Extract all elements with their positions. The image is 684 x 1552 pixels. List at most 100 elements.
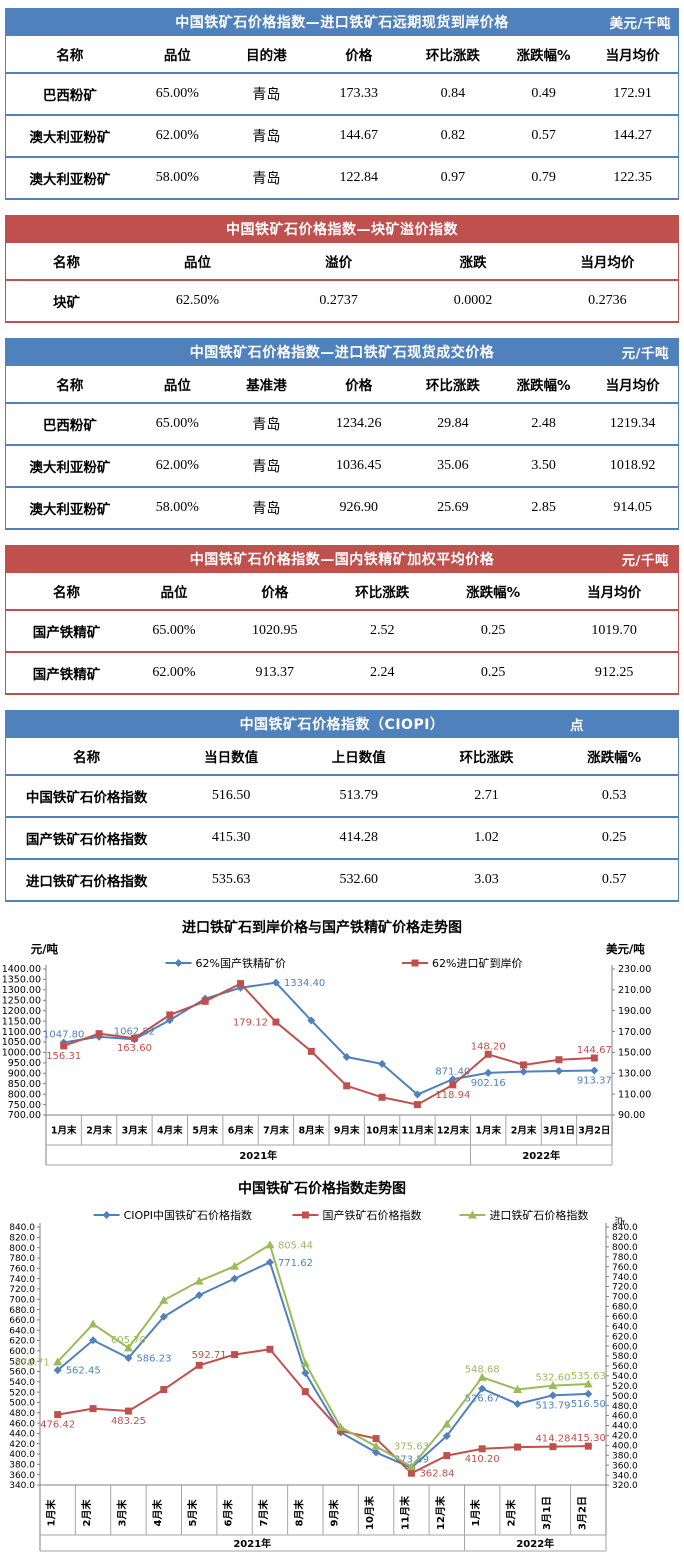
row-name: 国产铁精矿 — [32, 625, 101, 641]
square-marker — [590, 1054, 598, 1062]
right-tick-label: 110.00 — [618, 1089, 651, 1100]
column-header: 名称 — [56, 48, 84, 64]
column-header: 当月均价 — [580, 255, 635, 271]
triangle-marker — [265, 1240, 275, 1249]
price-table-5: 中国铁矿石价格指数（CIOPI） 点名称 当日数值 上日数值 环比涨跌 涨跌幅% 中国铁矿石… — [5, 710, 679, 902]
triangle-marker — [548, 1381, 558, 1390]
x-axis-label: 3月1日 — [541, 1496, 553, 1530]
column-header: 基准港 — [246, 378, 287, 394]
diamond-marker — [590, 1066, 599, 1075]
table-header-row: 名称 品位 溢价 涨跌 当月均价 — [6, 243, 678, 280]
square-marker — [195, 1361, 203, 1369]
data-label: 179.12 — [233, 1018, 268, 1029]
cell-value: 415.30 — [211, 830, 251, 845]
cell-value: 0.79 — [531, 170, 556, 185]
cell-value: 122.84 — [339, 170, 379, 185]
left-tick-label: 400.0 — [9, 1450, 35, 1460]
column-header: 上日数值 — [331, 750, 386, 766]
cell-value: 0.97 — [440, 170, 466, 185]
triangle-marker — [230, 1261, 240, 1270]
table-header-row: 名称 品位 基准港 价格 环比涨跌 涨跌幅% 当月均价 — [6, 366, 678, 403]
diamond-marker — [165, 1016, 174, 1025]
right-tick-label: 170.00 — [618, 1027, 651, 1038]
diamond-marker — [53, 1366, 62, 1375]
left-tick-label: 760.0 — [9, 1264, 35, 1274]
cell-value: 青岛 — [252, 502, 281, 517]
left-tick-label: 520.0 — [9, 1388, 35, 1398]
chart-title: 中国铁矿石价格指数走势图 — [238, 1180, 406, 1197]
table-header-row: 名称 品位 价格 环比涨跌 涨跌幅% 当月均价 — [6, 573, 678, 610]
cell-value: 0.57 — [531, 128, 556, 143]
cell-value: 62.00% — [155, 458, 199, 473]
left-tick-label: 700.0 — [9, 1295, 35, 1305]
column-header: 名称 — [73, 750, 101, 766]
cell-value: 58.00% — [155, 500, 199, 515]
data-label: 548.68 — [465, 1364, 500, 1375]
triangle-marker — [371, 1441, 381, 1450]
right-tick-label: 420.0 — [612, 1432, 638, 1442]
x-axis-label: 8月末 — [299, 1125, 325, 1137]
table-row: 澳大利亚粉矿 58.00% 青岛 122.84 0.97 0.79 122.35 — [6, 157, 678, 198]
legend-label: 62%进口矿到岸价 — [432, 957, 522, 970]
x-axis-label: 5月末 — [192, 1125, 218, 1137]
diamond-marker — [236, 983, 245, 992]
cell-value: 0.82 — [440, 128, 466, 143]
x-axis-label: 9月末 — [328, 1499, 341, 1527]
cell-value: 144.67 — [339, 128, 379, 143]
x-axis-label: 1月末 — [45, 1499, 58, 1527]
cell-value: 0.0002 — [453, 293, 493, 308]
square-marker — [272, 1018, 280, 1026]
triangle-marker — [123, 1343, 133, 1352]
table-title: 中国铁矿石价格指数—进口铁矿石现货成交价格 元/千吨 — [5, 338, 679, 366]
column-header: 价格 — [345, 378, 373, 394]
cell-value: 65.00% — [155, 86, 199, 101]
square-marker — [231, 1351, 239, 1359]
cell-value: 144.27 — [613, 128, 652, 143]
left-tick-label: 1000.00 — [2, 1048, 41, 1059]
square-marker — [160, 1386, 168, 1394]
right-tick-label: 90.00 — [618, 1110, 645, 1121]
cell-value: 912.25 — [594, 665, 634, 680]
cell-value: 青岛 — [252, 460, 281, 475]
cell-value: 1019.70 — [591, 623, 637, 638]
table-header-row: 名称 品位 目的港 价格 环比涨跌 涨跌幅% 当月均价 — [6, 36, 678, 73]
left-tick-label: 680.0 — [9, 1306, 35, 1316]
diamond-marker — [271, 978, 280, 987]
square-marker — [60, 1042, 68, 1050]
right-tick-label: 660.0 — [612, 1313, 638, 1323]
square-marker — [307, 1047, 315, 1055]
column-header: 涨跌幅% — [516, 378, 571, 394]
cell-value: 62.50% — [175, 293, 220, 308]
data-label: 871.40 — [435, 1066, 470, 1077]
cell-value: 516.50 — [211, 788, 251, 803]
x-axis-label: 10月末 — [366, 1125, 399, 1137]
cell-value: 青岛 — [252, 88, 281, 103]
left-tick-label: 1100.00 — [2, 1027, 41, 1038]
cell-value: 414.28 — [339, 830, 379, 845]
triangle-marker — [53, 1357, 63, 1366]
cell-value: 0.25 — [480, 665, 506, 680]
cell-value: 173.33 — [339, 86, 379, 101]
square-marker — [520, 1061, 528, 1069]
price-table-1: 中国铁矿石价格指数—进口铁矿石远期现货到岸价格 美元/千吨 名称 品位 目的港 价格 环比涨… — [5, 8, 679, 200]
right-tick-label: 800.0 — [612, 1243, 638, 1253]
left-tick-label: 440.0 — [9, 1430, 35, 1440]
x-axis-label: 3月末 — [122, 1125, 148, 1137]
year-group-label: 2022年 — [516, 1537, 554, 1550]
column-header: 当日数值 — [204, 750, 259, 766]
legend-label: 国产铁矿石价格指数 — [322, 1208, 421, 1222]
diamond-marker — [102, 1211, 111, 1219]
cell-value: 0.53 — [601, 788, 627, 803]
x-axis-label: 2月末 — [80, 1499, 93, 1527]
year-group-label: 2021年 — [233, 1537, 271, 1550]
cell-value: 2.24 — [370, 665, 395, 680]
table-unit-label: 元/千吨 — [621, 346, 669, 362]
cell-value: 0.25 — [480, 623, 506, 638]
x-axis-label: 2月末 — [511, 1125, 537, 1137]
column-header: 涨跌幅% — [587, 750, 642, 766]
square-marker — [337, 1427, 345, 1435]
table-title: 中国铁矿石价格指数—块矿溢价指数 — [5, 215, 679, 243]
right-tick-label: 230.00 — [618, 964, 651, 975]
